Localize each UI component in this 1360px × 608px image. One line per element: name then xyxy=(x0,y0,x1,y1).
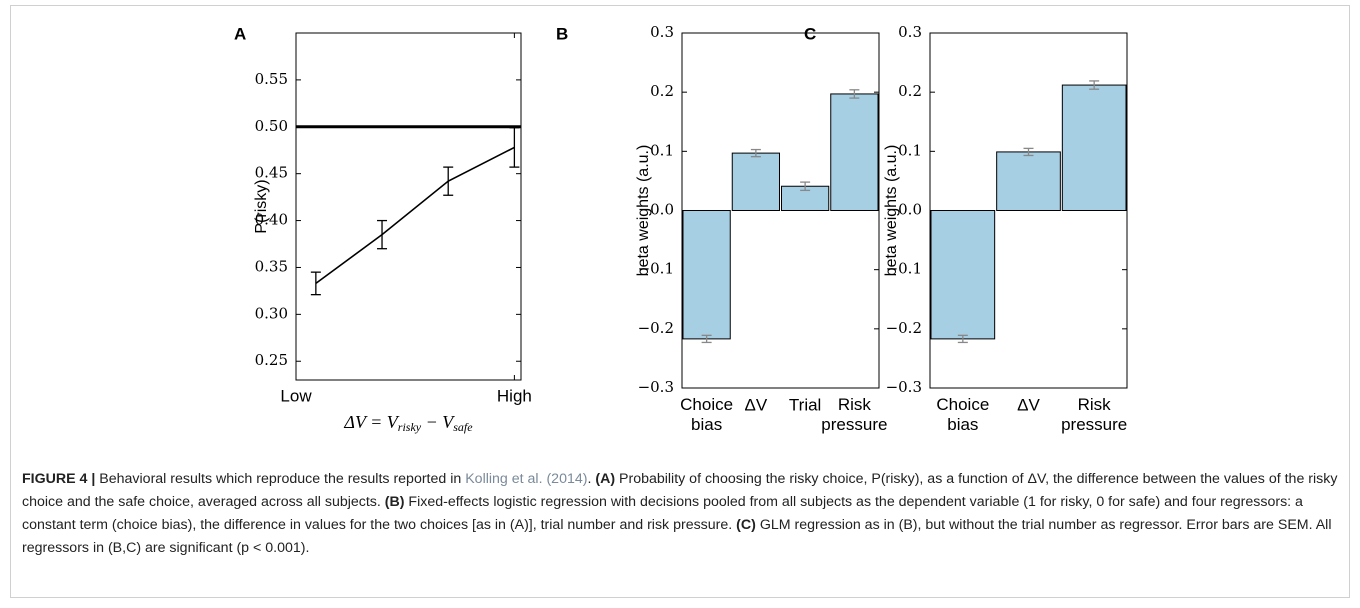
error-bar xyxy=(377,219,388,250)
panel-label: A xyxy=(234,24,246,43)
x-tick-label: Trial xyxy=(789,395,821,414)
caption-segment: (B) xyxy=(384,494,405,510)
error-bar xyxy=(310,271,321,296)
x-tick-label-line: Risk xyxy=(1078,395,1112,414)
y-tick-label: 0.0 xyxy=(898,201,922,219)
axes-frame xyxy=(681,32,880,389)
x-axis-label-part: − V xyxy=(421,412,455,432)
y-tick-label: 0.25 xyxy=(255,351,288,369)
caption-segment: . xyxy=(587,471,596,487)
x-axis-label: ΔV = Vrisky − Vsafe xyxy=(343,412,473,434)
y-tick-label: 0.2 xyxy=(898,82,922,100)
caption-segment: FIGURE 4 | xyxy=(22,471,100,487)
x-tick-label: Risk pressure xyxy=(821,395,887,434)
x-tick-label-line: Risk xyxy=(838,395,872,414)
bar xyxy=(930,210,996,340)
axes-frame xyxy=(929,32,1128,389)
y-tick-label: −0.2 xyxy=(638,319,674,337)
data-line xyxy=(315,146,515,285)
x-tick-label-line: pressure xyxy=(1061,415,1127,434)
x-tick-label-line: bias xyxy=(691,415,722,434)
axes-frame xyxy=(295,32,522,381)
y-tick-label: 0.55 xyxy=(255,70,288,88)
x-axis-label-part: safe xyxy=(453,420,473,434)
y-tick-label: 0.1 xyxy=(898,141,922,159)
caption-segment: (A) xyxy=(595,471,616,487)
x-tick-label: Low xyxy=(280,386,312,405)
y-tick-label: 0.0 xyxy=(650,201,674,219)
panel-label: C xyxy=(804,24,816,43)
caption-segment: Behavioral results which reproduce the r… xyxy=(99,471,466,487)
bar xyxy=(731,152,780,212)
caption-segment: Fixed-effects logistic regression with d… xyxy=(22,494,1303,533)
error-bar xyxy=(701,334,712,344)
figure: 0.25 0.30 0.35 0.40 0.45 0.50 0.55 P(risky) A Low… xyxy=(234,23,1128,434)
y-tick-label: 0.2 xyxy=(650,82,674,100)
error-bar xyxy=(509,127,520,168)
error-bar xyxy=(750,148,761,158)
x-axis-label-part: risky xyxy=(398,420,422,434)
x-tick-label: High xyxy=(497,386,532,405)
panel-label: B xyxy=(556,24,568,43)
y-axis-label: P(risky) xyxy=(253,179,270,233)
y-tick-label: −0.3 xyxy=(638,378,674,396)
x-tick-label-line: pressure xyxy=(821,415,887,434)
y-tick-label: 0.30 xyxy=(255,304,288,322)
caption-segment: GLM regression as in (B), but without th… xyxy=(22,517,1332,556)
x-axis-label-part: ΔV = V xyxy=(343,412,399,432)
y-tick-label: 0.40 xyxy=(255,211,288,229)
y-axis-label: beta weights (a.u.) xyxy=(635,145,652,277)
y-tick-label: −0.3 xyxy=(886,378,922,396)
bar xyxy=(996,151,1061,212)
error-bar xyxy=(1089,80,1100,90)
caption: FIGURE 4 | Behavioral results which repr… xyxy=(22,468,1340,560)
x-tick-label-line: bias xyxy=(947,415,978,434)
x-tick-label: Risk pressure xyxy=(1061,395,1127,434)
y-tick-label: 0.1 xyxy=(650,141,674,159)
x-tick-label: Choice bias xyxy=(936,395,989,434)
caption-segment[interactable]: Kolling et al. (2014) xyxy=(465,471,588,487)
y-tick-label: 0.3 xyxy=(650,23,674,41)
bar xyxy=(682,210,731,340)
error-bar xyxy=(1023,147,1034,157)
y-tick-label: −0.2 xyxy=(886,319,922,337)
y-tick-label: −0.1 xyxy=(638,260,674,278)
caption-segment: Probability of choosing the risky choice… xyxy=(22,471,1338,510)
y-tick-label: 0.3 xyxy=(898,23,922,41)
figure-frame xyxy=(10,5,1350,598)
caption-segment: (C) xyxy=(736,517,756,533)
y-tick-label: 0.35 xyxy=(255,257,288,275)
x-tick-label: ΔV xyxy=(1017,395,1040,414)
y-axis-label: beta weights (a.u.) xyxy=(883,145,900,277)
error-bar xyxy=(849,89,860,99)
error-bar xyxy=(443,166,454,196)
x-tick-label-line: Choice xyxy=(936,395,989,414)
x-tick-label-line: Choice xyxy=(680,395,733,414)
y-tick-label: 0.50 xyxy=(255,117,288,135)
error-bar xyxy=(957,334,968,344)
error-bar xyxy=(800,181,811,192)
y-tick-label: −0.1 xyxy=(886,260,922,278)
bar xyxy=(830,93,879,211)
x-tick-label: ΔV xyxy=(745,395,768,414)
bar xyxy=(1061,84,1127,211)
x-tick-label: Choice bias xyxy=(680,395,733,434)
y-tick-label: 0.45 xyxy=(255,164,288,182)
